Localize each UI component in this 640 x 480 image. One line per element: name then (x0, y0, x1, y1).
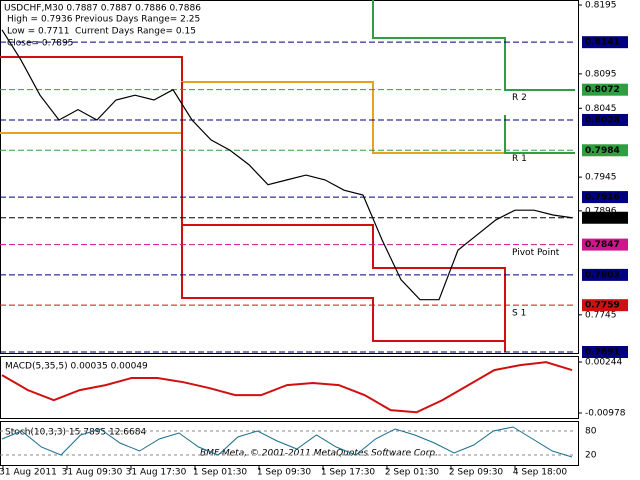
x-tick-label: 1 Sep 01:30 (193, 468, 248, 478)
y-tick-label: 0.8045 (585, 104, 617, 114)
level-price: 0.7886 (585, 213, 620, 223)
x-tick-label: 1 Sep 09:30 (257, 468, 312, 478)
stoch-panel (0, 421, 579, 466)
level-price: 0.7691 (585, 348, 620, 358)
x-tick-label: 31 Aug 17:30 (126, 468, 187, 478)
x-tick-label: 31 Aug 09:30 (62, 468, 123, 478)
stoch-line (1, 426, 573, 458)
info: Low = 0.7711 (7, 27, 69, 37)
level-box (582, 299, 628, 312)
x-tick-label: 4 Sep 18:00 (513, 468, 568, 478)
level-price: 0.8028 (585, 115, 620, 125)
x-tick-label: 2 Sep 09:30 (449, 468, 504, 478)
macd-panel (0, 356, 579, 419)
x-tick-label: 1 Sep 17:30 (321, 468, 376, 478)
y-tick-label: 0.7945 (585, 173, 617, 183)
symbol: USDCHF,M30 0.7887 0.7887 0.7886 0.7886 (4, 4, 201, 14)
y-tick-label: 0.00244 (585, 358, 622, 368)
level-box (582, 36, 628, 49)
copyright: BMF-Meta, © 2001-2011 MetaQuotes Softwar… (200, 449, 438, 459)
level-label: R 2 (512, 93, 527, 103)
level-price: 0.7847 (585, 240, 620, 250)
y-tick-label: -0.00978 (585, 409, 626, 419)
range: Previous Days Range= 2.25 (75, 15, 200, 25)
level-price: 0.7916 (585, 193, 620, 203)
level-box (582, 144, 628, 157)
level-box (582, 346, 628, 358)
level-label: Pivot Point (512, 248, 560, 258)
y-tick-label: 20 (585, 451, 597, 461)
info: Close= 0.7895 (7, 39, 73, 49)
level-price: 0.7803 (585, 270, 620, 280)
level-box (582, 83, 628, 96)
level-box (582, 238, 628, 251)
day-ranges (0, 0, 575, 352)
y-tick-label: 0.7896 (585, 206, 617, 216)
macd-line (1, 361, 573, 414)
y-tick-label: 80 (585, 427, 597, 437)
macd-label: MACD(5,35,5) 0.00035 0.00049 (5, 362, 148, 372)
level-price: 0.8072 (585, 85, 620, 95)
level-price: 0.7759 (585, 301, 620, 311)
y-tick-label: 0.7745 (585, 310, 617, 320)
level-price: 0.7984 (585, 146, 620, 156)
x-tick-label: 31 Aug 2011 (0, 468, 57, 478)
stoch-label: Stoch(10,3,3) 15.7895 12.6684 (5, 428, 146, 438)
level-label: S 1 (512, 309, 526, 319)
range: Current Days Range= 0.15 (75, 27, 196, 37)
level-box (582, 191, 628, 204)
x-tick-label: 2 Sep 01:30 (385, 468, 440, 478)
level-box (582, 211, 628, 224)
level-label: R 1 (512, 154, 527, 164)
level-box (582, 268, 628, 281)
level-box (582, 113, 628, 126)
y-tick-label: 0.8095 (585, 69, 617, 79)
price-line (1, 29, 573, 301)
info: High = 0.7936 (7, 15, 73, 25)
level-price: 0.8141 (585, 38, 620, 48)
y-tick-label: 0.8195 (585, 1, 617, 11)
